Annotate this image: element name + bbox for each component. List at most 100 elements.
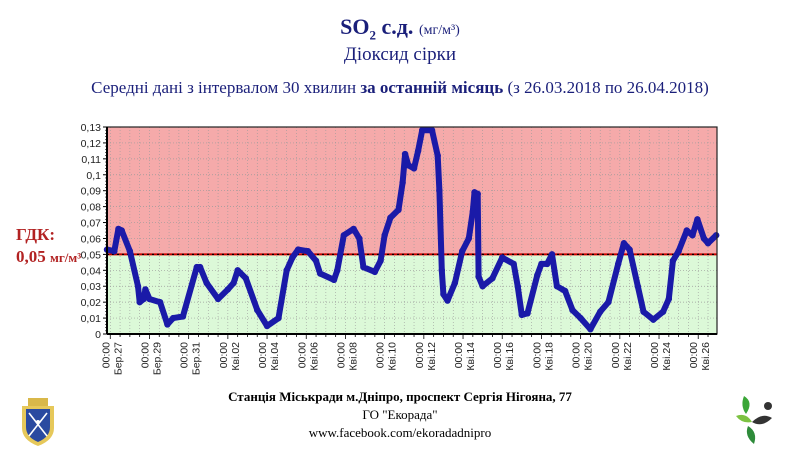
title-formula: SO bbox=[340, 14, 370, 39]
title-unit: (мг/м³) bbox=[418, 23, 460, 38]
desc-pre: Середні дані з інтервалом 30 хвилин bbox=[91, 78, 361, 97]
x-tick-date: Бер.29 bbox=[151, 342, 163, 375]
so2-data-point bbox=[700, 235, 708, 242]
footer: Станція Міськради м.Дніпро, проспект Сер… bbox=[0, 388, 800, 442]
so2-data-point bbox=[275, 314, 282, 322]
x-tick-date: Кві.10 bbox=[387, 342, 399, 371]
chart-description: Середні дані з інтервалом 30 хвилин за о… bbox=[0, 78, 800, 98]
so2-data-point bbox=[569, 306, 576, 314]
so2-data-point bbox=[459, 248, 466, 255]
so2-data-point bbox=[242, 275, 250, 282]
x-tick-date: Кві.04 bbox=[269, 342, 281, 371]
so2-data-point bbox=[164, 321, 171, 328]
y-tick-label: 0,03 bbox=[81, 281, 102, 293]
desc-period: за останній місяць bbox=[360, 78, 504, 97]
so2-data-point bbox=[440, 290, 447, 298]
desc-dates: (з 26.03.2018 по 26.04.2018) bbox=[503, 78, 709, 97]
so2-data-point bbox=[469, 208, 477, 215]
so2-data-point bbox=[224, 286, 232, 293]
so2-data-point bbox=[387, 214, 394, 221]
so2-data-point bbox=[377, 257, 384, 264]
so2-data-point bbox=[196, 263, 204, 271]
x-tick-time: 00:00 bbox=[257, 342, 269, 368]
so2-data-point bbox=[553, 283, 561, 290]
title-subscript: 2 bbox=[369, 27, 377, 43]
so2-data-point bbox=[118, 227, 125, 234]
x-tick-time: 00:00 bbox=[414, 342, 426, 368]
title-suffix: с.д. bbox=[376, 14, 419, 39]
limit-label: ГДК: 0,05 мг/м³ bbox=[16, 224, 81, 269]
so2-data-point bbox=[694, 216, 701, 223]
so2-data-point bbox=[474, 190, 481, 198]
x-tick-date: Кві.14 bbox=[465, 342, 477, 371]
so2-data-point bbox=[489, 275, 496, 282]
so2-data-point bbox=[179, 313, 187, 320]
so2-data-point bbox=[410, 165, 418, 172]
so2-data-point bbox=[640, 308, 647, 315]
so2-data-point bbox=[146, 295, 153, 303]
so2-data-point bbox=[479, 283, 486, 290]
x-tick-time: 00:00 bbox=[100, 342, 112, 368]
y-tick-label: 0,1 bbox=[86, 170, 101, 182]
x-tick-time: 00:00 bbox=[571, 342, 583, 368]
so2-data-point bbox=[356, 235, 363, 242]
so2-data-point bbox=[438, 267, 446, 274]
chart-subtitle: Діоксид сірки bbox=[343, 44, 457, 65]
so2-data-point bbox=[340, 232, 348, 239]
x-tick-date: Кві.20 bbox=[583, 342, 595, 371]
dnipro-coat-of-arms-icon bbox=[22, 398, 54, 446]
y-tick-label: 0 bbox=[95, 329, 101, 341]
so2-data-point bbox=[587, 326, 594, 333]
so2-data-point bbox=[214, 295, 222, 303]
x-tick-date: Бер.31 bbox=[191, 342, 203, 375]
so2-data-point bbox=[350, 225, 357, 233]
so2-data-point bbox=[510, 260, 517, 268]
x-tick-time: 00:00 bbox=[179, 342, 191, 368]
so2-data-point bbox=[499, 254, 506, 261]
so2-data-point bbox=[605, 298, 612, 306]
so2-data-point bbox=[712, 232, 720, 239]
so2-data-point bbox=[620, 240, 628, 247]
above-limit-zone bbox=[107, 127, 717, 255]
so2-data-point bbox=[401, 150, 409, 158]
so2-data-point bbox=[156, 298, 164, 306]
x-tick-time: 00:00 bbox=[375, 342, 387, 368]
facebook-link[interactable]: www.facebook.com/ekoradadnipro bbox=[308, 425, 492, 440]
so2-data-point bbox=[689, 232, 696, 239]
so2-data-point bbox=[381, 232, 388, 239]
so2-data-point bbox=[169, 314, 177, 322]
so2-data-point bbox=[230, 279, 237, 287]
so2-data-point bbox=[650, 316, 657, 323]
so2-data-point bbox=[330, 276, 338, 284]
y-tick-label: 0,09 bbox=[81, 186, 102, 198]
so2-data-point bbox=[665, 295, 673, 303]
so2-data-point bbox=[444, 297, 451, 304]
x-tick-time: 00:00 bbox=[296, 342, 308, 368]
limit-label-value: 0,05 bbox=[16, 247, 46, 266]
so2-data-point bbox=[434, 152, 441, 159]
x-tick-time: 00:00 bbox=[610, 342, 622, 368]
so2-data-point bbox=[669, 257, 677, 264]
so2-data-point bbox=[548, 251, 556, 258]
so2-data-point bbox=[399, 179, 406, 186]
x-tick-date: Кві.26 bbox=[700, 342, 712, 371]
limit-label-title: ГДК: bbox=[16, 225, 56, 244]
limit-label-unit: мг/м³ bbox=[50, 250, 82, 265]
ekorada-logo-icon bbox=[736, 396, 772, 444]
so2-data-point bbox=[283, 267, 290, 274]
so2-data-point bbox=[419, 126, 426, 134]
x-tick-date: Кві.22 bbox=[622, 342, 634, 371]
so2-data-point bbox=[514, 283, 521, 290]
so2-data-point bbox=[543, 260, 551, 268]
so2-data-point bbox=[334, 267, 341, 274]
so2-data-point bbox=[614, 260, 622, 268]
x-tick-time: 00:00 bbox=[649, 342, 661, 368]
so2-data-point bbox=[134, 283, 142, 290]
so2-data-point bbox=[626, 246, 633, 253]
so2-data-point bbox=[704, 240, 712, 247]
x-tick-time: 00:00 bbox=[335, 342, 347, 368]
station-name: Станція Міськради м.Дніпро, проспект Сер… bbox=[228, 389, 572, 404]
so2-data-point bbox=[142, 286, 149, 293]
so2-data-point bbox=[518, 311, 526, 319]
